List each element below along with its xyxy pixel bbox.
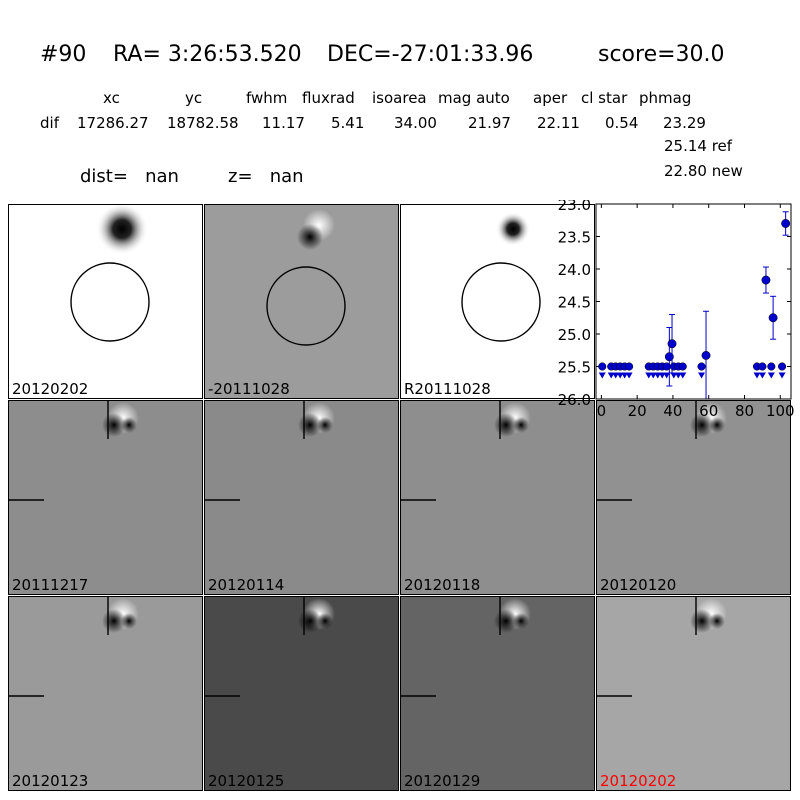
stamp-panel: 20120125	[204, 596, 399, 791]
data-point	[664, 352, 674, 362]
upper-limit-arrow	[753, 372, 761, 379]
val-isoarea: 34.00	[394, 114, 437, 132]
stamp-panel: R20111028	[400, 204, 595, 399]
upper-limit-arrow	[670, 372, 678, 379]
stamp-label: 20120202	[600, 772, 677, 790]
upper-limit-point	[662, 362, 671, 371]
data-point	[768, 313, 778, 323]
upper-limit-point	[767, 362, 776, 371]
upper-limit-point	[678, 362, 687, 371]
col-isoarea: isoarea	[372, 89, 427, 107]
stamp-label: 20120129	[404, 772, 481, 790]
stamp-label: 20120202	[12, 380, 89, 398]
z-value: z= nan	[228, 166, 304, 187]
stamp-panel: 20120202	[8, 204, 203, 399]
ra-value: RA= 3:26:53.520	[113, 42, 302, 67]
x-tick-label: 60	[699, 402, 718, 420]
stamp-label: 20120118	[404, 576, 481, 594]
new-mag: 22.80 new	[664, 162, 743, 180]
stamp-panel: -20111028	[204, 204, 399, 399]
stamp-label: 20111217	[12, 576, 89, 594]
val-phmag: 23.29	[663, 114, 706, 132]
upper-limit-arrow	[698, 372, 706, 379]
data-point	[761, 275, 771, 285]
col-phmag: phmag	[639, 89, 692, 107]
upper-limit-arrow	[767, 372, 775, 379]
val-fluxrad: 5.41	[331, 114, 365, 132]
y-tick-label: 24.0	[558, 261, 591, 279]
stamp-panel: 20120118	[400, 400, 595, 595]
upper-limit-arrow	[612, 372, 620, 379]
candidate-id: #90	[40, 42, 87, 67]
dist-value: dist= nan	[80, 166, 179, 187]
y-tick-label: 24.5	[558, 294, 591, 312]
stamp-label: -20111028	[208, 380, 290, 398]
stamp-panel: 20120202	[596, 596, 791, 791]
stamp-panel: 20120120	[596, 400, 791, 595]
upper-limit-point	[625, 362, 634, 371]
y-tick-label: 25.5	[558, 359, 591, 377]
upper-limit-point	[758, 362, 767, 371]
stamp-label: 20120125	[208, 772, 285, 790]
stamp-panel: 20120129	[400, 596, 595, 791]
data-point	[701, 351, 711, 360]
upper-limit-arrow	[658, 372, 666, 379]
stamp-label: 20120114	[208, 576, 285, 594]
upper-limit-point	[598, 362, 607, 371]
upper-limit-arrow	[649, 372, 657, 379]
upper-limit-arrow	[679, 372, 687, 379]
x-tick-label: 100	[766, 402, 795, 420]
stamp-panel: 20120114	[204, 400, 399, 595]
ref-mag: 25.14 ref	[664, 137, 733, 155]
y-tick-label: 26.0	[558, 391, 591, 409]
upper-limit-arrow	[674, 372, 682, 379]
light-curve-plot: 23.0 23.5 24.0 24.5 25.0 25.5 26.0 0 20 40 60 80 100	[558, 200, 795, 420]
upper-limit-arrow	[616, 372, 624, 379]
upper-limit-arrow	[598, 372, 606, 379]
x-tick-label: 20	[628, 402, 647, 420]
col-yc: yc	[185, 89, 203, 107]
data-point	[667, 339, 677, 349]
val-aper: 22.11	[537, 114, 580, 132]
upper-limit-arrow	[607, 372, 615, 379]
col-aper: aper	[533, 89, 568, 107]
col-mag-auto: mag auto	[438, 89, 510, 107]
val-mag-auto: 21.97	[468, 114, 511, 132]
stamp-label: 20120123	[12, 772, 89, 790]
y-tick-label: 23.5	[558, 229, 591, 247]
x-tick-label: 40	[663, 402, 682, 420]
y-tick-label: 25.0	[558, 326, 591, 344]
stamp-panel: 20111217	[8, 400, 203, 595]
row-label-dif: dif	[40, 114, 59, 132]
col-fluxrad: fluxrad	[302, 89, 355, 107]
x-tick-label: 80	[735, 402, 754, 420]
stamp-label: 20120120	[600, 576, 677, 594]
x-tick-label: 0	[597, 402, 607, 420]
upper-limit-point	[778, 362, 787, 371]
stamp-label: R20111028	[404, 380, 491, 398]
upper-limit-arrow	[625, 372, 633, 379]
upper-limit-point	[697, 362, 706, 371]
stamp-panel: 20120123	[8, 596, 203, 791]
upper-limit-arrow	[621, 372, 629, 379]
col-cl-star: cl star	[581, 89, 628, 107]
data-point	[781, 219, 791, 228]
col-fwhm: fwhm	[246, 89, 288, 107]
dec-value: DEC=-27:01:33.96	[327, 42, 534, 67]
val-xc: 17286.27	[77, 114, 149, 132]
val-yc: 18782.58	[167, 114, 239, 132]
upper-limit-arrow	[758, 372, 766, 379]
upper-limit-arrow	[645, 372, 653, 379]
upper-limit-arrow	[663, 372, 671, 379]
upper-limit-arrow	[778, 372, 786, 379]
y-tick-label: 23.0	[558, 200, 591, 214]
val-fwhm: 11.17	[262, 114, 305, 132]
score-value: score=30.0	[598, 42, 725, 67]
col-xc: xc	[103, 89, 120, 107]
val-cl-star: 0.54	[605, 114, 639, 132]
upper-limit-arrow	[654, 372, 662, 379]
